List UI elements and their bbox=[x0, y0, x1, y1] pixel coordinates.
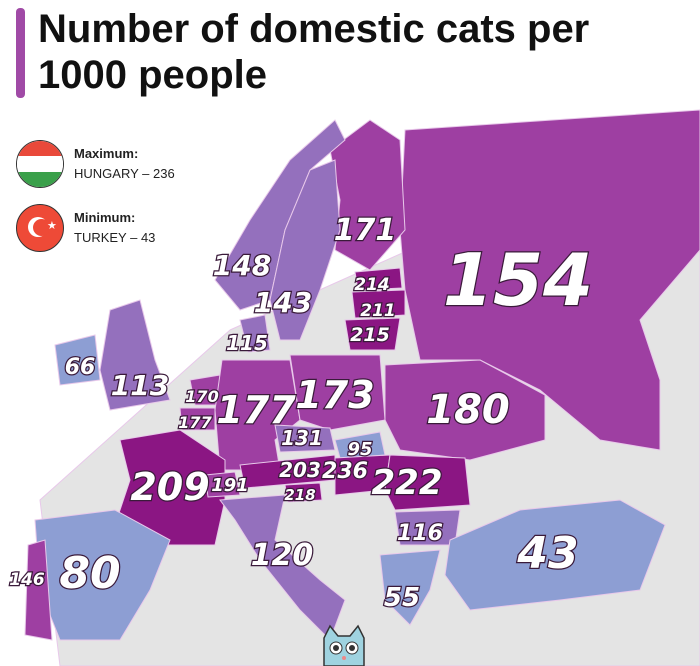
min-value: TURKEY – 43 bbox=[74, 230, 156, 245]
country-sweden bbox=[269, 159, 341, 341]
country-slovenia bbox=[284, 482, 323, 503]
label-denmark: 115 bbox=[226, 331, 268, 355]
country-belgium bbox=[179, 407, 216, 431]
label-belgium: 177 bbox=[178, 413, 212, 432]
label-norway: 148 bbox=[213, 249, 271, 282]
label-lithuania: 215 bbox=[350, 324, 390, 346]
label-ukraine: 180 bbox=[426, 387, 510, 433]
country-uk bbox=[99, 299, 171, 411]
label-france: 209 bbox=[130, 465, 209, 509]
cat-icon bbox=[323, 624, 365, 666]
legend-maximum: Maximum: HUNGARY – 236 bbox=[16, 140, 175, 188]
label-germany: 177 bbox=[216, 388, 296, 432]
country-finland bbox=[329, 119, 406, 271]
label-poland: 173 bbox=[295, 373, 374, 417]
label-austria: 203 bbox=[279, 458, 321, 482]
label-russia: 154 bbox=[443, 238, 593, 322]
country-switzerland bbox=[204, 471, 241, 498]
label-hungary: 236 bbox=[322, 459, 368, 484]
country-romania bbox=[384, 454, 471, 511]
country-greece bbox=[379, 549, 441, 626]
label-spain: 80 bbox=[59, 548, 120, 599]
max-label: Maximum: bbox=[74, 146, 139, 161]
country-denmark bbox=[239, 314, 271, 353]
label-italy: 120 bbox=[251, 538, 314, 573]
label-czechia: 131 bbox=[281, 426, 323, 450]
label-latvia: 211 bbox=[360, 301, 396, 321]
label-estonia: 214 bbox=[354, 275, 390, 295]
turkey-flag-icon: ★ bbox=[16, 204, 64, 252]
hungary-flag-icon bbox=[16, 140, 64, 188]
label-switzerland: 191 bbox=[211, 475, 249, 496]
value-labels: 154 171 148 143 115 214 211 215 66 113 1… bbox=[8, 212, 594, 615]
page-title: Number of domestic cats per 1000 people bbox=[38, 6, 589, 98]
country-germany bbox=[214, 359, 301, 471]
label-bulgaria: 116 bbox=[397, 521, 443, 546]
country-france bbox=[114, 429, 226, 546]
label-netherlands: 170 bbox=[185, 387, 218, 406]
country-portugal bbox=[24, 539, 53, 641]
country-turkey bbox=[444, 499, 666, 611]
label-finland: 171 bbox=[334, 213, 397, 248]
label-turkey: 43 bbox=[516, 528, 578, 579]
label-slovakia: 95 bbox=[347, 439, 372, 460]
label-greece: 55 bbox=[384, 583, 420, 613]
label-ireland: 66 bbox=[65, 355, 96, 380]
title-line-2: 1000 people bbox=[38, 53, 268, 97]
country-estonia bbox=[354, 267, 403, 291]
country-ukraine bbox=[384, 359, 546, 461]
country-norway bbox=[214, 119, 346, 311]
legend: Maximum: HUNGARY – 236 ★ Minimum: TURKEY… bbox=[16, 140, 175, 268]
country-poland bbox=[289, 354, 386, 431]
country-lithuania bbox=[344, 317, 401, 351]
country-ireland bbox=[54, 334, 101, 386]
country-latvia bbox=[351, 289, 406, 319]
min-label: Minimum: bbox=[74, 210, 136, 225]
legend-minimum: ★ Minimum: TURKEY – 43 bbox=[16, 204, 175, 252]
label-slovenia: 218 bbox=[284, 486, 315, 504]
label-uk: 113 bbox=[111, 369, 169, 402]
title-line-1: Number of domestic cats per bbox=[38, 7, 590, 51]
title-accent-bar bbox=[16, 8, 25, 98]
label-romania: 222 bbox=[372, 463, 443, 503]
max-value: HUNGARY – 236 bbox=[74, 166, 175, 181]
label-sweden: 143 bbox=[254, 286, 312, 319]
country-czechia bbox=[274, 424, 336, 453]
label-portugal: 146 bbox=[9, 570, 45, 590]
country-italy bbox=[219, 494, 346, 641]
